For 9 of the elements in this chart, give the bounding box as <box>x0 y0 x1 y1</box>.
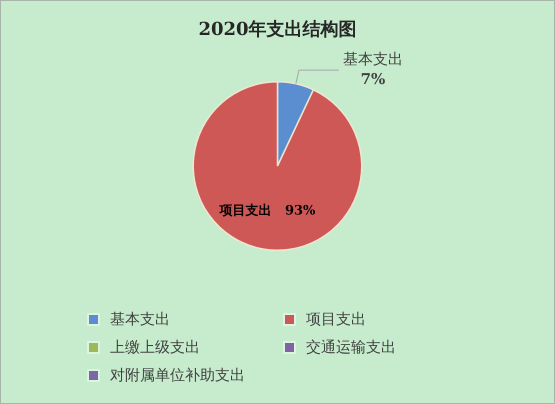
legend-label: 上缴上级支出 <box>110 338 200 356</box>
legend-label: 基本支出 <box>110 310 170 328</box>
legend-label: 项目支出 <box>306 310 366 328</box>
slice-label: 基本支出 <box>342 50 403 68</box>
data-label: 7% <box>360 70 386 88</box>
category-label: 项目支出 93% <box>219 204 316 219</box>
legend-label: 对附属单位补助支出 <box>110 366 245 384</box>
legend-label: 交通运输支出 <box>306 338 396 356</box>
chart-title: 2020年支出结构图 <box>197 18 358 41</box>
